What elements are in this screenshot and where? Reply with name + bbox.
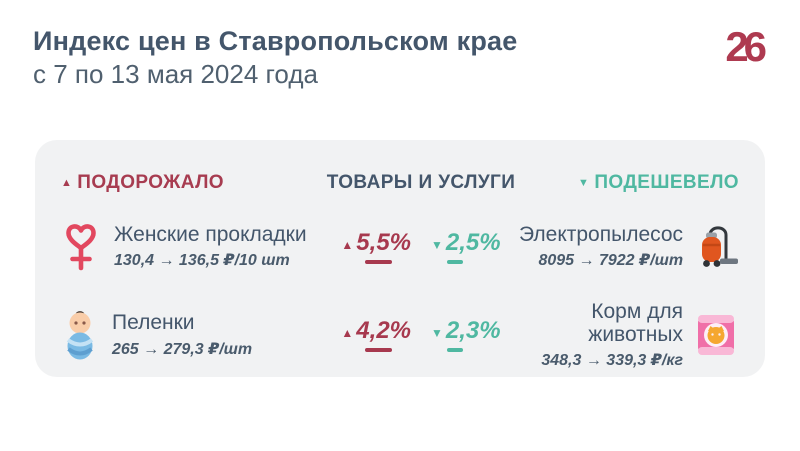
item-up-pads: Женские прокладки 130,4 → 136,5 ₽/10 шт [61, 221, 323, 273]
item-name: Корм для животных [588, 299, 683, 347]
item-down-petfood: Корм для животных 348,3 → 339,3 ₽/кг [519, 300, 739, 370]
column-header-goods: ТОВАРЫ И УСЛУГИ [323, 172, 519, 194]
item-up-diapers: Пеленки 265 → 279,3 ₽/шт [61, 309, 323, 361]
item-name: Электропылесос [519, 223, 684, 247]
underline-bar [365, 259, 393, 264]
item-price: 130,4 → 136,5 ₽/10 шт [114, 252, 290, 270]
percent-up: ▲ 5,5% [341, 229, 411, 264]
column-headers: ▲ ПОДОРОЖАЛО ТОВАРЫ И УСЛУГИ ▼ ПОДЕШЕВЕЛО [61, 172, 739, 194]
percent-down-value: 2,3% [445, 317, 501, 345]
percent-up-value: 5,5% [356, 229, 411, 257]
up-arrow-icon: ▲ [341, 326, 354, 341]
item-text: Электропылесос 8095 → 7922 ₽/шт [519, 223, 683, 270]
item-down-vacuum: Электропылесос 8095 → 7922 ₽/шт [519, 222, 743, 272]
title-block: Индекс цен в Ставропольском крае с 7 по … [33, 26, 518, 90]
swaddled-baby-icon [61, 309, 99, 361]
percent-pair: ▲ 5,5% ▼ 2,5% [323, 229, 519, 264]
column-header-goods-label: ТОВАРЫ И УСЛУГИ [326, 171, 516, 193]
down-arrow-icon: ▼ [431, 238, 443, 253]
item-text: Женские прокладки 130,4 → 136,5 ₽/10 шт [114, 223, 307, 270]
underline-bar [365, 347, 393, 352]
percent-down-value: 2,5% [445, 229, 501, 257]
vacuum-cleaner-icon [693, 222, 743, 272]
price-index-card: ▲ ПОДОРОЖАЛО ТОВАРЫ И УСЛУГИ ▼ ПОДЕШЕВЕЛО [35, 139, 765, 377]
up-arrow-icon: ▲ [61, 176, 73, 189]
percent-pair: ▲ 4,2% ▼ 2,3% [323, 317, 519, 352]
table-row: Женские прокладки 130,4 → 136,5 ₽/10 шт … [61, 221, 739, 273]
item-price: 265 → 279,3 ₽/шт [112, 340, 253, 358]
page-subtitle: с 7 по 13 мая 2024 года [33, 59, 318, 90]
item-text: Пеленки 265 → 279,3 ₽/шт [112, 311, 252, 358]
percent-up: ▲ 4,2% [341, 317, 411, 352]
header: Индекс цен в Ставропольском крае с 7 по … [0, 0, 800, 90]
item-text: Корм для животных 348,3 → 339,3 ₽/кг [519, 300, 683, 370]
item-price: 8095 → 7922 ₽/шт [538, 252, 684, 270]
percent-down: ▼ 2,5% [431, 229, 501, 264]
item-price: 348,3 → 339,3 ₽/кг [541, 352, 683, 370]
column-header-up-label: ПОДОРОЖАЛО [77, 171, 224, 193]
item-name: Пеленки [112, 311, 195, 335]
item-name: Женские прокладки [114, 223, 307, 247]
underline-bar [446, 347, 463, 352]
column-header-down: ▼ ПОДЕШЕВЕЛО [519, 172, 739, 194]
percent-down: ▼ 2,3% [431, 317, 501, 352]
page-title: Индекс цен в Ставропольском крае [33, 26, 518, 56]
percent-up-value: 4,2% [356, 317, 411, 345]
channel-26-logo: 26 [725, 23, 767, 70]
pet-food-can-icon [693, 310, 739, 360]
underline-bar [446, 259, 463, 264]
table-row: Пеленки 265 → 279,3 ₽/шт ▲ 4,2% ▼ 2,3% К… [61, 300, 739, 370]
column-header-up: ▲ ПОДОРОЖАЛО [61, 172, 323, 194]
down-arrow-icon: ▼ [578, 176, 590, 189]
female-pads-icon [61, 221, 101, 273]
up-arrow-icon: ▲ [341, 238, 354, 253]
column-header-down-label: ПОДЕШЕВЕЛО [594, 171, 739, 193]
down-arrow-icon: ▼ [431, 326, 443, 341]
